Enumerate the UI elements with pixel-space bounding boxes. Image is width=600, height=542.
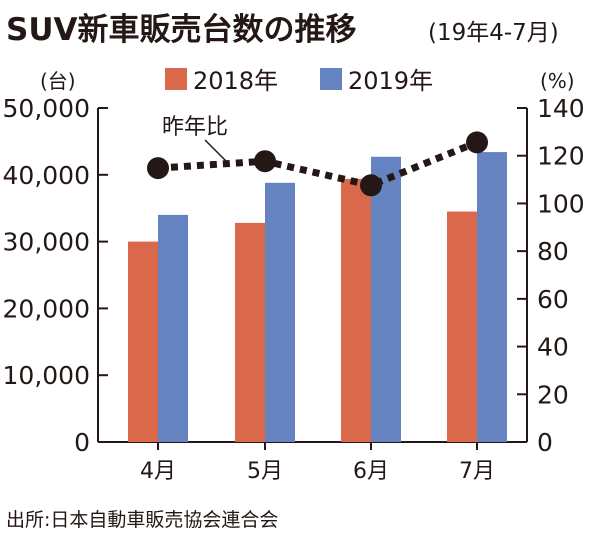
bar-2019年-4月 xyxy=(158,214,188,442)
y-tick-label: 10,000 xyxy=(3,361,90,390)
y-axis-label: (台) xyxy=(40,69,76,93)
bar-2018年-4月 xyxy=(128,241,158,442)
x-tick-label: 7月 xyxy=(459,459,495,484)
chart-subtitle: (19年4-7月) xyxy=(428,20,559,46)
bar-2018年-7月 xyxy=(447,211,477,442)
x-tick-label: 4月 xyxy=(140,459,176,484)
legend: 2018年 2019年 xyxy=(165,67,433,95)
legend-label: 2018年 xyxy=(193,67,278,95)
x-tick-label: 6月 xyxy=(353,459,389,484)
y2-tick-label: 100 xyxy=(537,189,585,218)
y2-tick-label: 0 xyxy=(537,428,553,457)
y-tick-label: 30,000 xyxy=(3,228,90,257)
y2-tick-label: 60 xyxy=(537,285,569,314)
y-tick-label: 40,000 xyxy=(3,161,90,190)
line-series-label: 昨年比 xyxy=(162,115,228,140)
bar-2018年-6月 xyxy=(341,178,371,443)
y2-tick-label: 80 xyxy=(537,237,569,266)
legend-swatch-2018年 xyxy=(165,68,187,90)
line-point-6月 xyxy=(360,174,382,197)
legend-label: 2019年 xyxy=(348,67,433,95)
line-point-7月 xyxy=(466,131,488,154)
line-point-5月 xyxy=(254,150,276,173)
y-tick-label: 50,000 xyxy=(3,94,90,123)
bar-2019年-7月 xyxy=(477,152,507,442)
legend-swatch-2019年 xyxy=(320,68,342,90)
y2-tick-label: 20 xyxy=(537,380,569,409)
bar-2018年-5月 xyxy=(235,222,265,442)
y2-tick-label: 120 xyxy=(537,142,585,171)
line-series xyxy=(157,139,479,189)
y-tick-label: 0 xyxy=(74,428,90,457)
y2-axis-label: (%) xyxy=(540,69,575,93)
line-label-leader xyxy=(204,139,229,164)
y2-tick-label: 40 xyxy=(537,333,569,362)
source-note: 出所:日本自動車販売協会連合会 xyxy=(6,509,278,531)
x-tick-label: 5月 xyxy=(247,459,283,484)
y2-tick-label: 140 xyxy=(537,94,585,123)
bar-2019年-6月 xyxy=(371,156,401,442)
chart-title: SUV新車販売台数の推移 xyxy=(6,12,357,48)
bar-2019年-5月 xyxy=(265,182,295,443)
line-point-4月 xyxy=(147,157,169,180)
y-tick-label: 20,000 xyxy=(3,294,90,323)
